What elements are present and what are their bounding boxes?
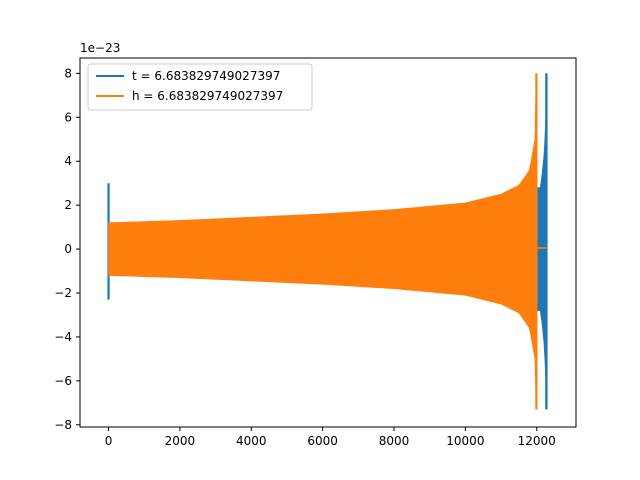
legend-box (87, 63, 313, 111)
y-tick-label: 4 (64, 154, 72, 168)
x-tick-label: 12000 (518, 434, 556, 448)
axes-frame (79, 57, 577, 428)
legend-label: h = 6.683829749027397 (132, 89, 283, 103)
x-tick-label: 10000 (446, 434, 484, 448)
x-tick-label: 4000 (236, 434, 267, 448)
y-tick-label: −6 (54, 374, 72, 388)
series-2-envelope (108, 73, 537, 410)
y-tick-label: 2 (64, 198, 72, 212)
x-tick-label: 8000 (379, 434, 410, 448)
x-tick-label: 6000 (307, 434, 338, 448)
y-offset-label: 1e−23 (80, 41, 120, 55)
y-tick-label: −2 (54, 286, 72, 300)
series-1-chirp-envelope (535, 73, 547, 410)
y-tick-label: 8 (64, 66, 72, 80)
legend-label: t = 6.683829749027397 (132, 69, 280, 83)
x-tick-label: 0 (105, 434, 113, 448)
series-group (107, 73, 548, 410)
y-tick-label: −8 (54, 418, 72, 432)
axes-layer: 0 2000 4000 6000 8000 10000 12000 −8 −6 −4 −2 0 2 4 6 8 (54, 57, 577, 448)
plot-area (107, 73, 548, 410)
y-tick-label: 0 (64, 242, 72, 256)
y-tick-label: −4 (54, 330, 72, 344)
y-tick-label: 6 (64, 110, 72, 124)
x-tick-label: 2000 (165, 434, 196, 448)
legend: t = 6.683829749027397 h = 6.6838297490273… (87, 63, 313, 111)
